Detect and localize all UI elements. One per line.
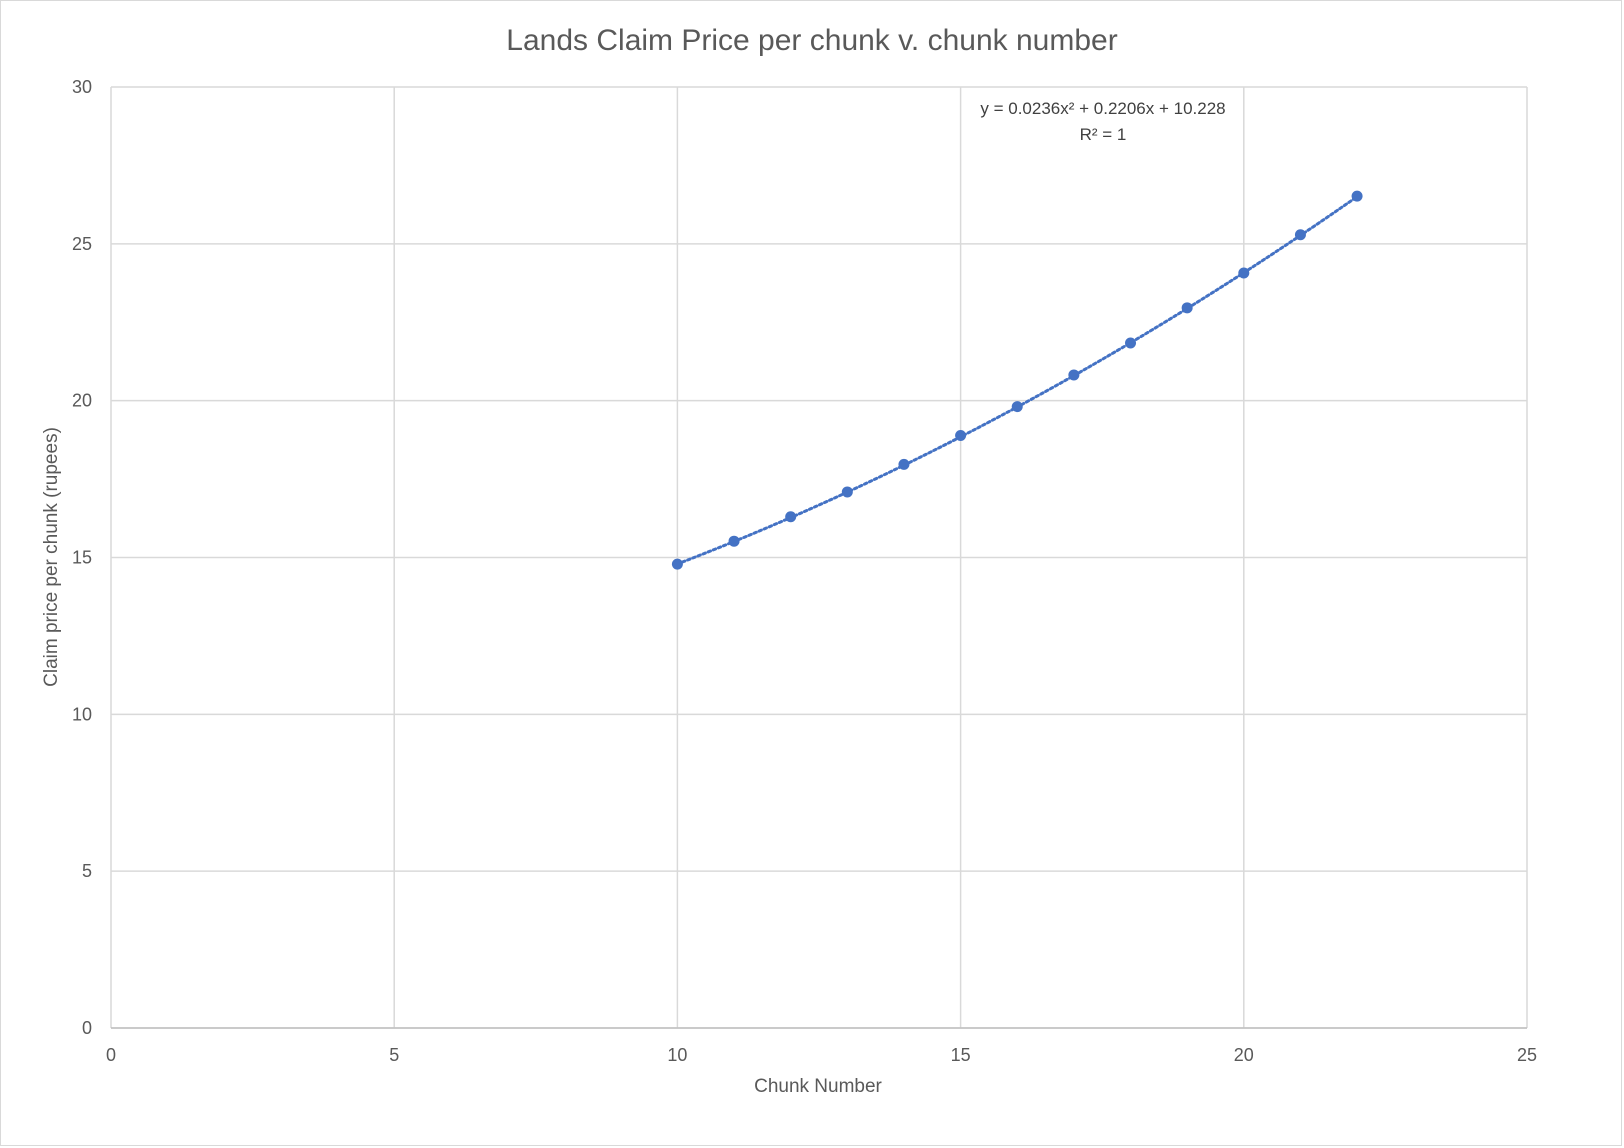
data-point <box>955 429 967 441</box>
y-axis-title: Claim price per chunk (rupees) <box>41 427 62 687</box>
x-tick-label: 5 <box>389 1045 399 1065</box>
trendline <box>675 195 1359 566</box>
x-tick-label: 0 <box>106 1045 116 1065</box>
data-point <box>841 486 853 498</box>
x-tick-label: 10 <box>667 1045 687 1065</box>
data-point <box>898 458 910 470</box>
y-tick-label: 5 <box>82 861 92 881</box>
y-tick-label: 25 <box>72 234 92 254</box>
y-tick-label: 15 <box>72 548 92 568</box>
y-tick-label: 30 <box>72 77 92 97</box>
data-point <box>1351 190 1363 202</box>
trendline-equation: y = 0.0236x² + 0.2206x + 10.228 <box>980 99 1225 118</box>
y-tick-label: 20 <box>72 391 92 411</box>
y-tick-labels: 0 5 10 15 20 25 30 <box>72 77 92 1038</box>
trendline-group <box>675 195 1359 566</box>
data-point <box>1068 369 1080 381</box>
data-point <box>1011 401 1023 413</box>
x-tick-label: 20 <box>1234 1045 1254 1065</box>
data-point <box>785 511 797 523</box>
trendline-r-squared: R² = 1 <box>1080 125 1127 144</box>
x-tick-label: 25 <box>1517 1045 1537 1065</box>
y-tick-label: 10 <box>72 704 92 724</box>
x-tick-label: 15 <box>951 1045 971 1065</box>
data-point <box>728 535 740 547</box>
y-tick-label: 0 <box>82 1018 92 1038</box>
data-point <box>1238 267 1250 279</box>
grid <box>110 86 1528 1029</box>
chart-title: Lands Claim Price per chunk v. chunk num… <box>506 24 1117 57</box>
data-point <box>1125 337 1137 349</box>
data-points <box>671 190 1363 570</box>
x-axis-title: Chunk Number <box>754 1076 882 1097</box>
data-point <box>1294 229 1306 241</box>
data-point <box>1181 302 1193 314</box>
data-point <box>671 558 683 570</box>
x-tick-labels: 0 5 10 15 20 25 <box>106 1045 1537 1065</box>
